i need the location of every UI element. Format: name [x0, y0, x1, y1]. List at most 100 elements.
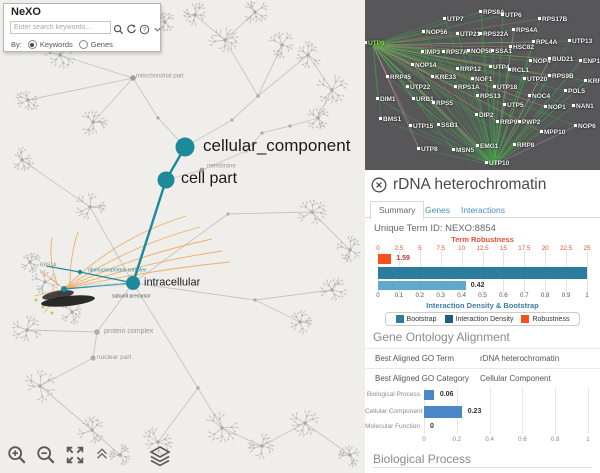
gene-node-rcl1[interactable]: RCL1 — [508, 67, 529, 74]
gene-node-rps5[interactable]: RPS5 — [432, 100, 453, 107]
interaction-network-canvas[interactable]: UTP9 UTP7 NOP56 UTP21 RPS8A UTP6 RPS17B RPS22A R… — [365, 0, 600, 170]
radio-genes[interactable] — [78, 40, 88, 49]
gene-node-pol5[interactable]: POL5 — [564, 88, 585, 95]
help-icon[interactable]: ? — [139, 22, 150, 35]
tab-genes[interactable]: Genes — [425, 205, 451, 215]
gene-node-utp7[interactable]: UTP7 — [443, 16, 464, 23]
bottom-axis-tick: 0.8 — [540, 292, 550, 299]
gene-node-imp3[interactable]: IMP3 — [420, 49, 441, 56]
gene-node-pwp2[interactable]: PWP2 — [517, 119, 541, 126]
gene-node-utp8[interactable]: UTP8 — [417, 146, 438, 153]
gene-node-rps13[interactable]: RPS13 — [476, 93, 501, 100]
gene-node-utp22[interactable]: UTP22 — [405, 84, 431, 91]
top-axis-tick: 15 — [499, 245, 507, 252]
gene-node-kre33[interactable]: KRE33 — [431, 74, 456, 81]
top-axis-tick: 12.5 — [476, 245, 489, 252]
gridline — [555, 388, 557, 434]
gene-node-nop58[interactable]: NOP58 — [466, 48, 493, 55]
go-category-alignment-chart: 0 0.2 0.4 0.6 0.8 1 Biological Process 0.06 Cell… — [365, 386, 600, 448]
gene-node-rps17b[interactable]: RPS17B — [537, 16, 568, 23]
gene-node-utp6[interactable]: UTP6 — [501, 12, 522, 19]
gene-node-nop6[interactable]: NOP6 — [574, 123, 596, 130]
gene-node-dip2[interactable]: DIP2 — [474, 112, 494, 119]
gene-node-nop1[interactable]: NOP1 — [544, 104, 566, 111]
gene-node-krr1[interactable]: KRR1 — [584, 78, 600, 85]
gene-node-rrp45[interactable]: RRP45 — [386, 74, 411, 81]
gene-node-nop4[interactable]: NOP4 — [529, 58, 551, 65]
network-edges — [372, 11, 587, 166]
gene-node-utp18[interactable]: UTP18 — [492, 84, 518, 91]
section-divider — [373, 467, 592, 468]
gene-node-dim1[interactable]: DIM1 — [376, 96, 396, 103]
radio-keywords[interactable] — [27, 40, 37, 49]
gene-node-rps22a[interactable]: RPS22A — [478, 31, 509, 38]
bottom-axis-tick: 0.4 — [457, 292, 466, 299]
layers-icon[interactable] — [148, 444, 171, 467]
radio-genes-label[interactable]: Genes — [90, 40, 113, 49]
x-axis-tick: 0.6 — [518, 436, 527, 443]
category-label-biological-process: Biological Process — [366, 391, 420, 398]
top-axis-tick: 5 — [418, 245, 422, 252]
gene-node-rrp12[interactable]: RRP12 — [456, 66, 481, 73]
gene-node-hsc82[interactable]: HSC82 — [509, 44, 534, 51]
go-row-category-label: Best Aligned GO Category — [375, 374, 469, 383]
ontology-tree-canvas[interactable]: cellular_component cell part intracellular… — [0, 0, 365, 473]
gene-node-utp20[interactable]: UTP20 — [522, 76, 548, 83]
go-row-term: Best Aligned GO Term rDNA heterochromati… — [365, 348, 600, 368]
tab-interactions[interactable]: Interactions — [461, 205, 505, 215]
zoom-out-icon[interactable] — [35, 444, 57, 466]
gene-node-nop14[interactable]: NOP14 — [410, 62, 437, 69]
chevron-down-icon[interactable] — [152, 22, 163, 33]
bottom-axis-tick: 0.7 — [519, 292, 529, 299]
gene-node-ssb1[interactable]: SSB1 — [437, 122, 458, 129]
tab-summary[interactable]: Summary — [370, 201, 425, 220]
gene-node-msn5[interactable]: MSN5 — [451, 147, 475, 154]
radio-keywords-label[interactable]: Keywords — [39, 40, 73, 49]
gene-node-bud21[interactable]: BUD21 — [547, 56, 574, 63]
gene-node-urb1[interactable]: URB1 — [412, 96, 434, 103]
gene-node-utp10[interactable]: UTP10 — [484, 160, 510, 167]
top-axis-tick: 22.5 — [560, 245, 573, 252]
gene-node-rps7a[interactable]: RPS7A — [442, 49, 468, 56]
gene-node-utp21[interactable]: UTP21 — [455, 31, 481, 38]
gene-node-rps1a[interactable]: RPS1A — [454, 84, 480, 91]
gene-node-rrp9[interactable]: RRP9 — [495, 119, 518, 126]
gene-node-bms1[interactable]: BMS1 — [378, 116, 402, 123]
bottom-axis-title: Interaction Density & Bootstrap — [426, 301, 539, 310]
go-row-term-label: Best Aligned GO Term — [375, 354, 454, 363]
zoom-in-icon[interactable] — [6, 444, 28, 466]
gene-node-rrp8[interactable]: RRP8 — [512, 142, 535, 149]
gene-node-rpl4a[interactable]: RPL4A — [531, 39, 558, 46]
gene-node-mpp10[interactable]: MPP10 — [539, 129, 566, 136]
bottom-axis-tick: 0.5 — [478, 292, 487, 299]
gene-node-nof1[interactable]: NOF1 — [470, 76, 493, 83]
gene-node-ssa1[interactable]: SSA1 — [491, 48, 512, 55]
bottom-axis-tick: 1 — [585, 292, 589, 299]
gene-node-utp9[interactable]: UTP9 — [365, 40, 385, 47]
gene-node-rps9b[interactable]: RPS9B — [548, 73, 574, 80]
refresh-icon[interactable] — [126, 22, 137, 34]
search-icon[interactable] — [113, 22, 124, 35]
bar-interaction-density — [378, 281, 466, 290]
go-row-category-value: Cellular Component — [480, 374, 551, 383]
gene-node-utp4[interactable]: UTP4 — [489, 64, 510, 71]
fit-view-icon[interactable] — [64, 444, 86, 466]
gene-node-nop56[interactable]: NOP56 — [421, 29, 448, 36]
gene-node-utp13[interactable]: UTP13 — [567, 38, 593, 45]
robustness-legend: Bootstrap Interaction Density Robustness — [365, 312, 600, 326]
gene-node-rps4a[interactable]: RPS4A — [512, 27, 538, 34]
close-icon[interactable] — [371, 177, 387, 193]
category-label-cellular-component: Cellular Component — [365, 408, 423, 415]
search-input[interactable] — [10, 21, 111, 34]
gene-node-enp1[interactable]: ENP1 — [579, 58, 600, 65]
gene-node-emg1[interactable]: EMG1 — [475, 143, 499, 150]
expand-all-icon[interactable] — [93, 444, 115, 466]
term-title: rDNA heterochromatin — [393, 176, 547, 193]
gene-node-utp15[interactable]: UTP15 — [408, 123, 434, 130]
gene-node-rps8a[interactable]: RPS8A — [479, 9, 505, 16]
term-detail-panel: rDNA heterochromatin Summary Genes Inter… — [365, 170, 600, 473]
gene-node-nan1[interactable]: NAN1 — [572, 103, 594, 110]
gene-node-utp5[interactable]: UTP5 — [503, 102, 524, 109]
gene-node-noc4[interactable]: NOC4 — [527, 93, 551, 100]
gridline — [588, 388, 589, 434]
